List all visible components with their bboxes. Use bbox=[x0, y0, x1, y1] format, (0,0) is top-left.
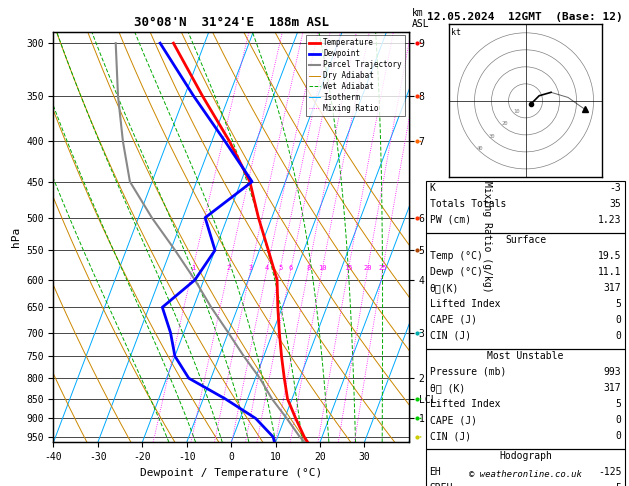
Text: 0: 0 bbox=[616, 415, 621, 425]
Text: θᴇ (K): θᴇ (K) bbox=[430, 383, 465, 393]
Text: CIN (J): CIN (J) bbox=[430, 331, 470, 341]
Text: EH: EH bbox=[430, 467, 442, 477]
Text: Lifted Index: Lifted Index bbox=[430, 399, 500, 409]
X-axis label: Dewpoint / Temperature (°C): Dewpoint / Temperature (°C) bbox=[140, 468, 322, 478]
Text: Surface: Surface bbox=[505, 235, 546, 245]
Text: 0: 0 bbox=[616, 331, 621, 341]
Text: -125: -125 bbox=[598, 467, 621, 477]
Text: 1.23: 1.23 bbox=[598, 215, 621, 225]
Text: Dewp (°C): Dewp (°C) bbox=[430, 267, 482, 277]
Text: 35: 35 bbox=[610, 199, 621, 209]
Text: 10: 10 bbox=[513, 109, 520, 114]
Y-axis label: Mixing Ratio (g/kg): Mixing Ratio (g/kg) bbox=[482, 181, 492, 293]
Text: 10: 10 bbox=[318, 265, 326, 271]
Text: 317: 317 bbox=[604, 383, 621, 393]
Text: 25: 25 bbox=[379, 265, 387, 271]
Text: Hodograph: Hodograph bbox=[499, 451, 552, 461]
Text: CAPE (J): CAPE (J) bbox=[430, 415, 477, 425]
Text: 6: 6 bbox=[289, 265, 293, 271]
Text: -3: -3 bbox=[610, 183, 621, 193]
Text: 317: 317 bbox=[604, 283, 621, 293]
Text: 5: 5 bbox=[616, 399, 621, 409]
Text: θᴇ(K): θᴇ(K) bbox=[430, 283, 459, 293]
Text: 0: 0 bbox=[616, 315, 621, 325]
Text: 12.05.2024  12GMT  (Base: 12): 12.05.2024 12GMT (Base: 12) bbox=[427, 12, 623, 22]
Text: SREH: SREH bbox=[430, 483, 453, 486]
Text: 5: 5 bbox=[278, 265, 282, 271]
Text: 30: 30 bbox=[489, 134, 495, 139]
Text: Totals Totals: Totals Totals bbox=[430, 199, 506, 209]
Text: 20: 20 bbox=[501, 122, 508, 126]
Text: Temp (°C): Temp (°C) bbox=[430, 251, 482, 261]
Text: 0: 0 bbox=[616, 431, 621, 441]
Text: 40: 40 bbox=[477, 146, 483, 151]
Text: 11.1: 11.1 bbox=[598, 267, 621, 277]
Text: 1: 1 bbox=[191, 265, 195, 271]
Text: CIN (J): CIN (J) bbox=[430, 431, 470, 441]
Text: 3: 3 bbox=[249, 265, 253, 271]
Text: kt: kt bbox=[451, 28, 460, 36]
Text: K: K bbox=[430, 183, 435, 193]
Text: 4: 4 bbox=[265, 265, 269, 271]
Text: Lifted Index: Lifted Index bbox=[430, 299, 500, 309]
Text: 993: 993 bbox=[604, 367, 621, 377]
Text: CAPE (J): CAPE (J) bbox=[430, 315, 477, 325]
Text: 2: 2 bbox=[226, 265, 231, 271]
Y-axis label: hPa: hPa bbox=[11, 227, 21, 247]
Text: 5: 5 bbox=[616, 483, 621, 486]
Legend: Temperature, Dewpoint, Parcel Trajectory, Dry Adiabat, Wet Adiabat, Isotherm, Mi: Temperature, Dewpoint, Parcel Trajectory… bbox=[306, 35, 405, 116]
Title: 30°08'N  31°24'E  188m ASL: 30°08'N 31°24'E 188m ASL bbox=[133, 16, 329, 29]
Text: Pressure (mb): Pressure (mb) bbox=[430, 367, 506, 377]
Text: 19.5: 19.5 bbox=[598, 251, 621, 261]
Text: 5: 5 bbox=[616, 299, 621, 309]
Text: 20: 20 bbox=[364, 265, 372, 271]
Text: km
ASL: km ASL bbox=[412, 8, 430, 29]
Text: © weatheronline.co.uk: © weatheronline.co.uk bbox=[469, 469, 582, 479]
Text: 15: 15 bbox=[344, 265, 353, 271]
Text: 8: 8 bbox=[306, 265, 311, 271]
Text: Most Unstable: Most Unstable bbox=[487, 351, 564, 361]
Text: PW (cm): PW (cm) bbox=[430, 215, 470, 225]
